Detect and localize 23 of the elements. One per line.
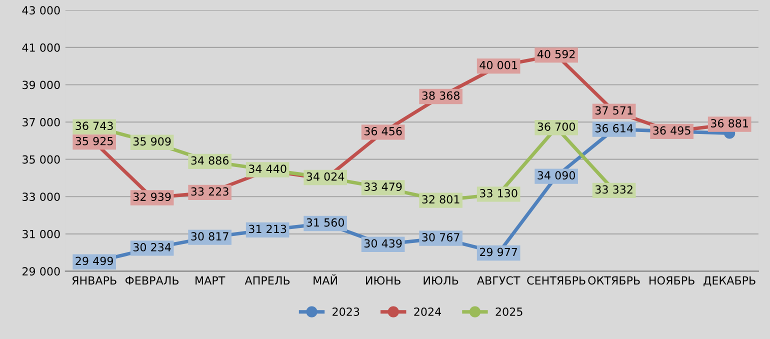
x-tick-label: МАЙ [314, 274, 337, 285]
x-tick-label: ФЕВРАЛЬ [125, 276, 179, 285]
y-tick-label: 35 000 [22, 155, 60, 164]
x-tick-label: ДЕКАБРЬ [704, 276, 756, 286]
x-tick-label: НОЯБРЬ [650, 276, 694, 285]
x-tick-label: ИЮНЬ [366, 276, 400, 285]
x-tick-label: АПРЕЛЬ [244, 276, 290, 285]
x-tick-label: ЯНВАРЬ [72, 276, 116, 285]
x-tick-label: МАРТ [196, 276, 226, 285]
x-tick-label: ОКТЯБРЬ [588, 276, 640, 285]
y-tick-label: 37 000 [22, 118, 60, 126]
x-tick-label: ИЮЛЬ [424, 276, 458, 285]
legend-label: 2024 [414, 308, 442, 316]
legend-label: 2023 [332, 308, 360, 316]
legend-label: 2025 [496, 308, 522, 316]
x-tick-label: АВГУСТ [477, 276, 520, 285]
y-tick-label: 31 000 [22, 230, 60, 238]
x-tick-label: СЕНТЯБРЬ [527, 276, 586, 285]
y-tick-label: 39 000 [22, 80, 60, 90]
y-tick-label: 43 000 [22, 6, 60, 15]
y-tick-label: 33 000 [22, 192, 60, 201]
y-tick-label: 41 000 [22, 43, 60, 52]
y-tick-label: 29 000 [22, 267, 60, 276]
